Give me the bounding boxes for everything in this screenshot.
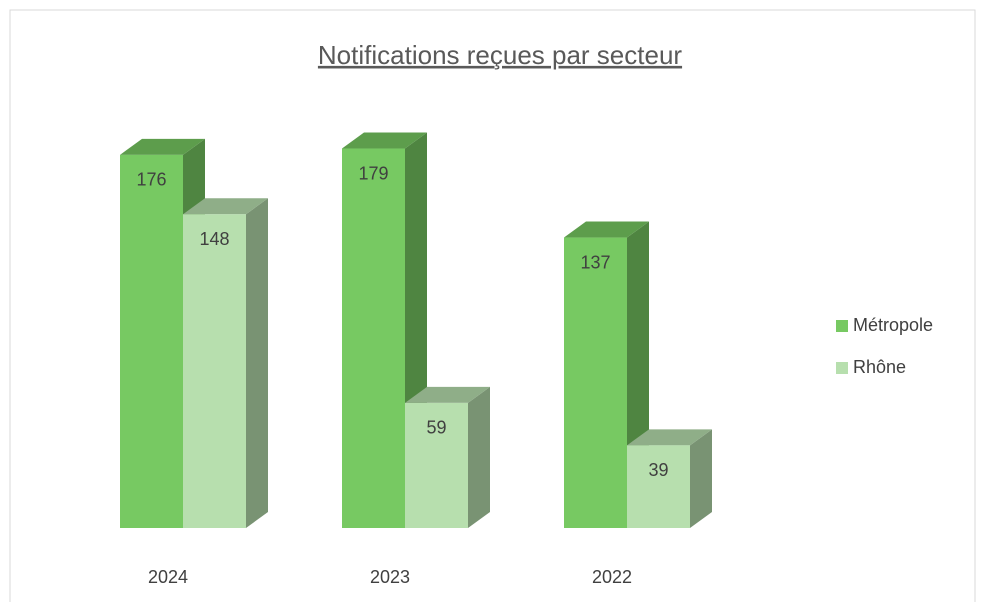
data-label: 59 xyxy=(426,418,446,438)
data-label: 176 xyxy=(136,170,166,190)
bar-top xyxy=(183,198,268,215)
bar xyxy=(564,237,627,528)
data-label: 39 xyxy=(648,460,668,480)
data-label: 148 xyxy=(199,229,229,249)
legend-swatch xyxy=(836,362,848,374)
bar-top xyxy=(120,138,205,155)
bar xyxy=(405,402,468,528)
bar-top xyxy=(405,386,490,403)
x-tick-label: 2023 xyxy=(370,567,410,587)
bar-side xyxy=(690,429,712,528)
legend-label: Métropole xyxy=(853,315,933,335)
chart-frame xyxy=(9,9,976,602)
bar xyxy=(183,214,246,529)
legend-label: Rhône xyxy=(853,357,906,377)
bar-top xyxy=(342,132,427,149)
legend-swatch xyxy=(836,320,848,332)
bar xyxy=(342,148,405,528)
data-label: 137 xyxy=(580,252,610,272)
chart-title: Notifications reçues par secteur xyxy=(318,40,683,70)
data-label: 179 xyxy=(358,163,388,183)
x-tick-label: 2022 xyxy=(592,567,632,587)
x-tick-label: 2024 xyxy=(148,567,188,587)
bar-top xyxy=(627,429,712,446)
bar-top xyxy=(564,221,649,238)
bar-side xyxy=(246,198,268,529)
bar xyxy=(120,154,183,528)
bar-side xyxy=(468,386,490,528)
bar xyxy=(627,445,690,528)
